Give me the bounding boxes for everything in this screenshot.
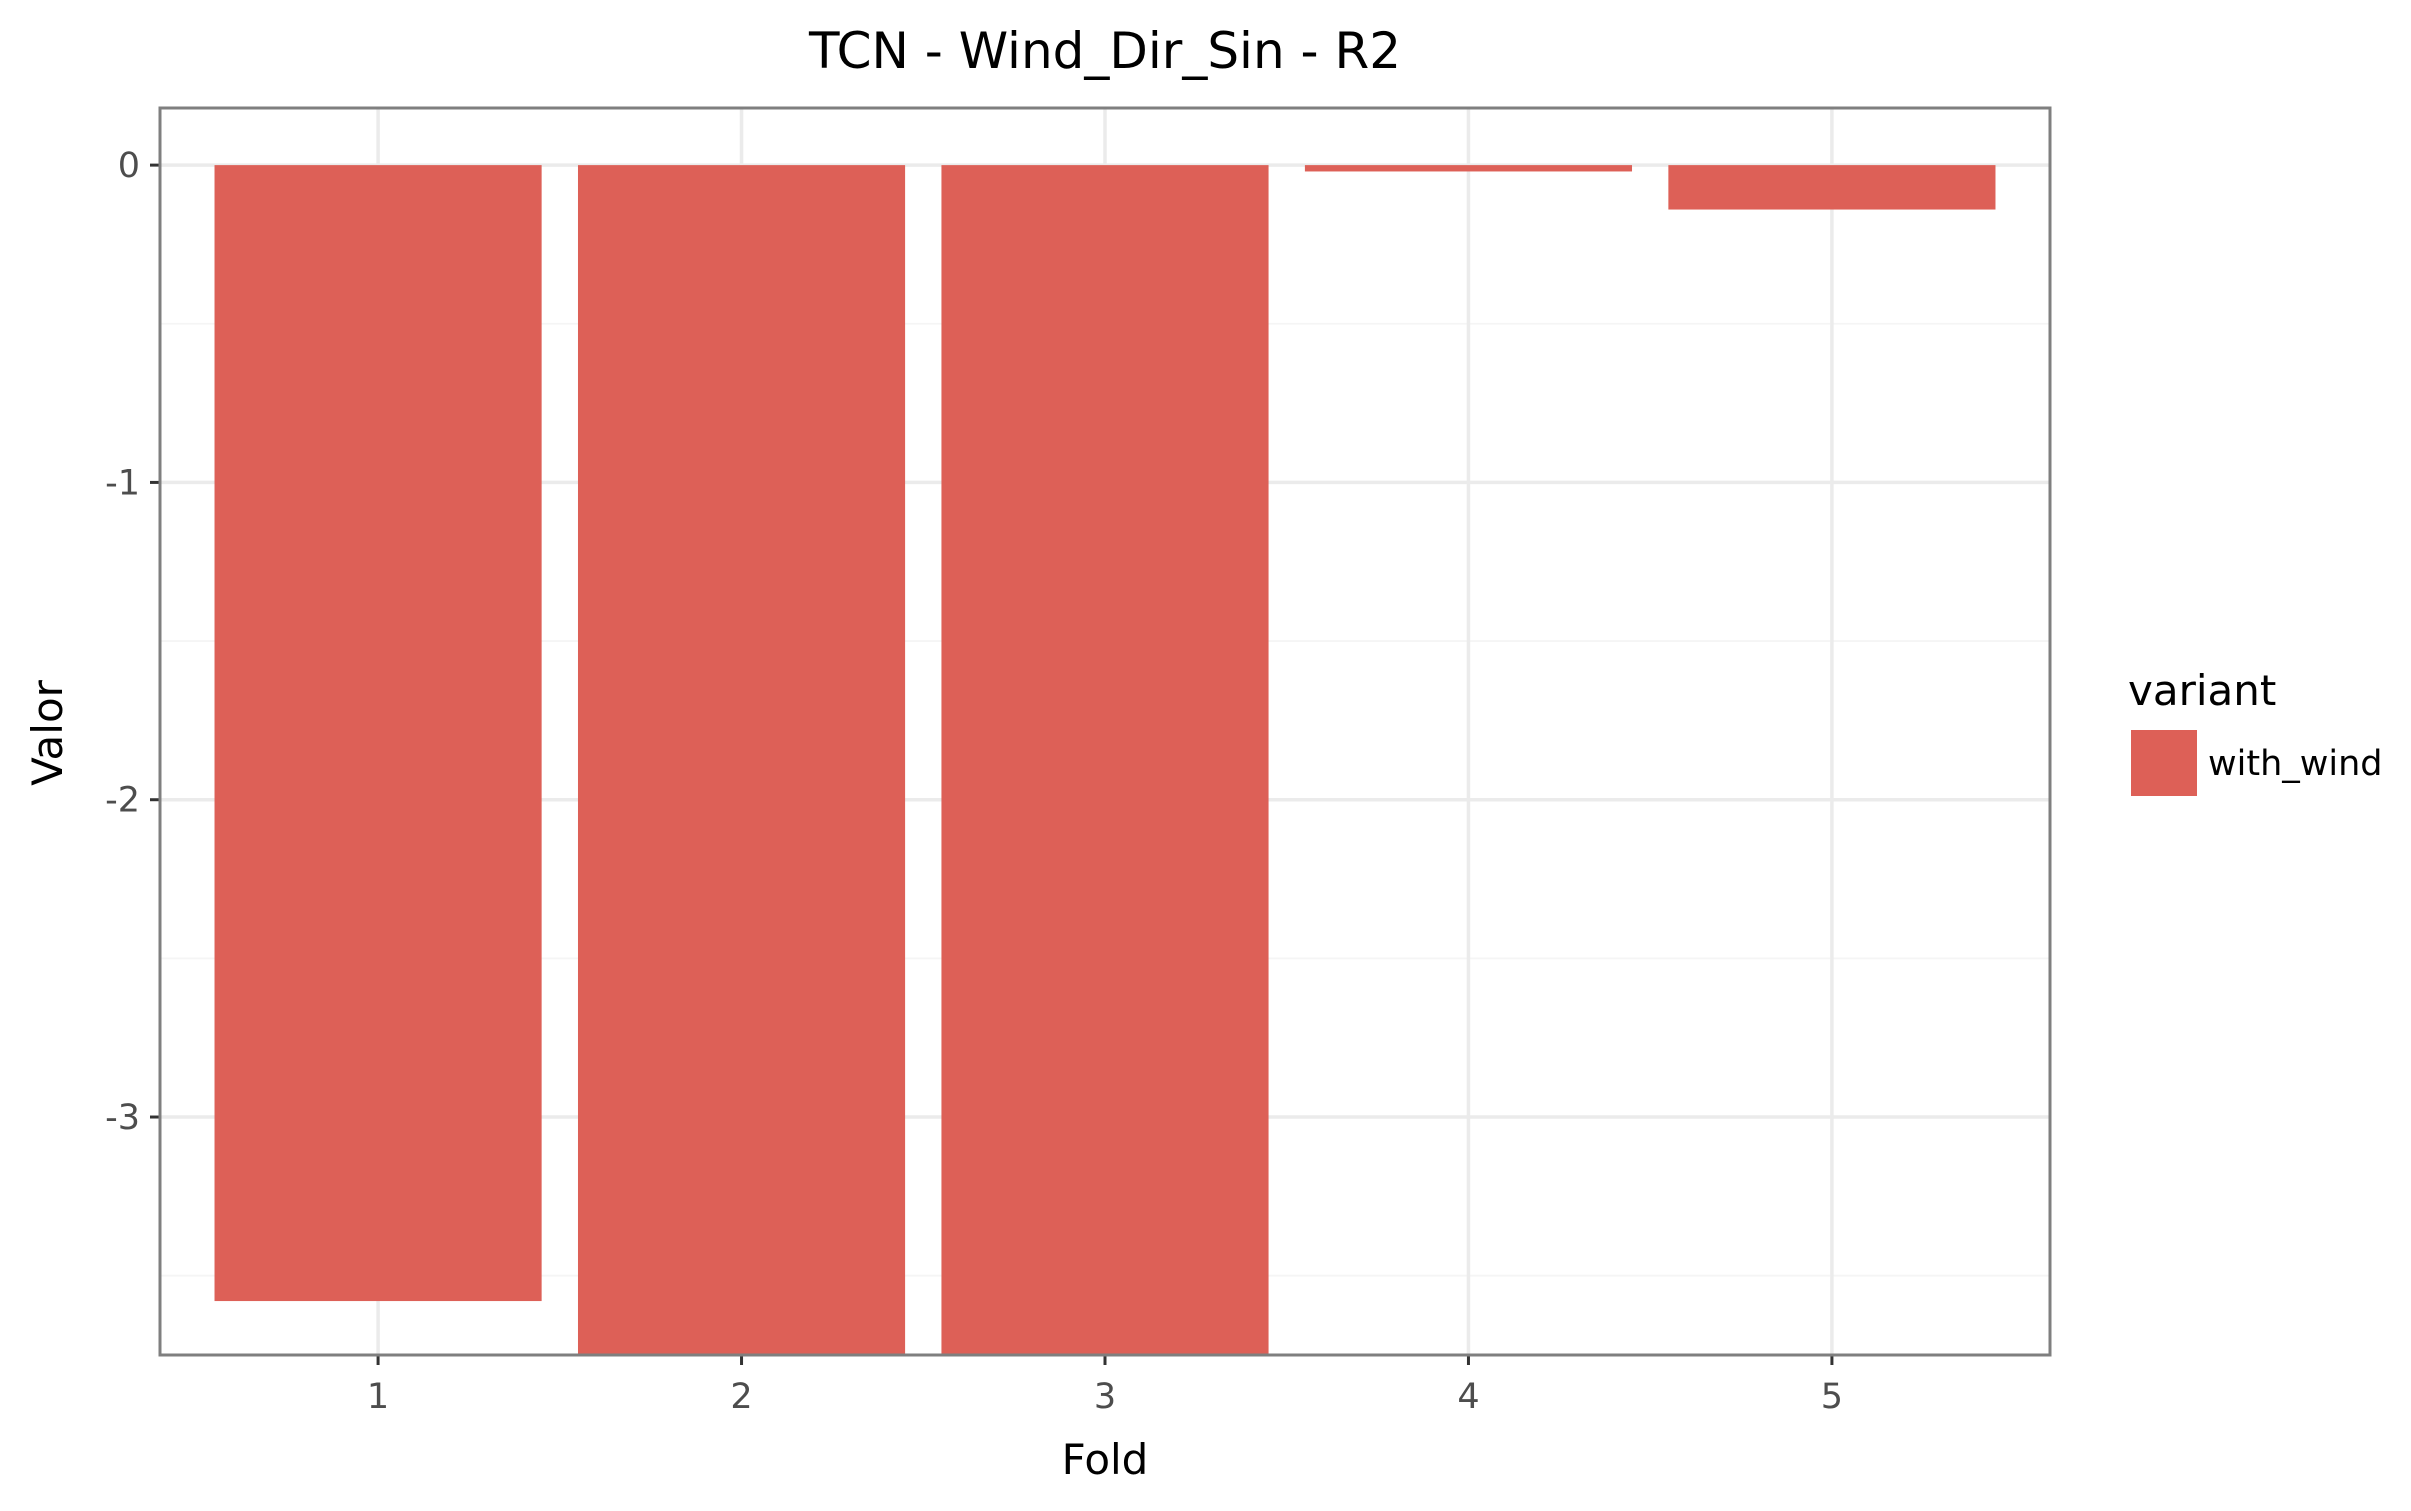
legend: variant with_wind xyxy=(2128,666,2383,796)
legend-title: variant xyxy=(2128,666,2276,715)
x-tick-label: 1 xyxy=(367,1377,389,1417)
y-axis-title: Valor xyxy=(23,679,72,786)
x-tick-label: 4 xyxy=(1457,1377,1479,1417)
legend-label: with_wind xyxy=(2208,744,2383,784)
x-axis-title: Fold xyxy=(1062,1435,1149,1484)
bar-fold-2 xyxy=(577,165,906,1355)
y-tick-label: -3 xyxy=(105,1098,140,1138)
panel-border xyxy=(158,106,2052,1357)
y-tick-label: -2 xyxy=(105,781,140,821)
bar-fold-4 xyxy=(1304,165,1633,172)
bar-fold-1 xyxy=(214,165,542,1302)
bars xyxy=(214,165,1996,1355)
bar-fold-5 xyxy=(1668,165,1996,210)
x-tick-label: 2 xyxy=(730,1377,752,1417)
chart-title: TCN - Wind_Dir_Sin - R2 xyxy=(808,22,1401,80)
legend-swatch xyxy=(2131,730,2197,796)
bar-fold-3 xyxy=(941,165,1269,1355)
x-tick-label: 5 xyxy=(1821,1377,1843,1417)
y-tick-label: 0 xyxy=(118,146,140,186)
x-tick-label: 3 xyxy=(1094,1377,1116,1417)
plot-area: 0 -1 -2 -3 1 2 3 4 5 xyxy=(105,106,2052,1417)
y-tick-label: -1 xyxy=(105,463,140,503)
